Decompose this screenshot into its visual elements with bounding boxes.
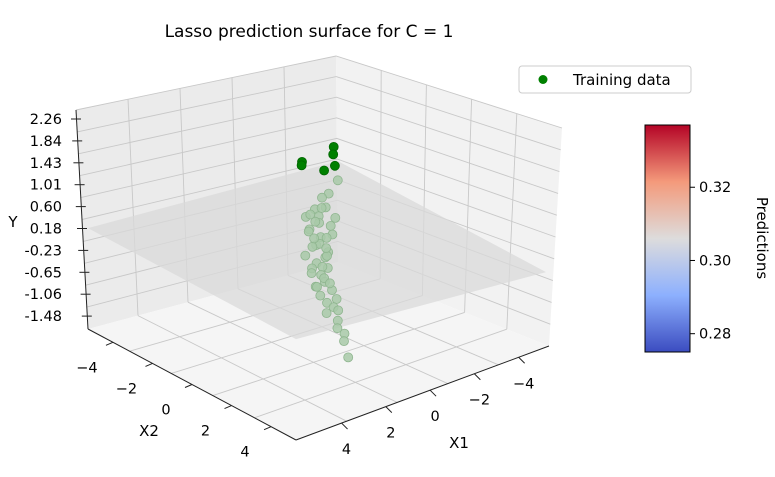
data-point [312, 281, 322, 292]
data-point [324, 278, 335, 289]
data-point [333, 305, 344, 316]
data-point [330, 212, 341, 223]
colorbar-label: Predictions [753, 197, 771, 280]
z-tick-label: 0.60 [30, 200, 62, 216]
legend-label: Training data [572, 71, 671, 89]
data-point [332, 323, 343, 334]
z-tick-label: -0.23 [24, 243, 62, 259]
x2-axis-label: X2 [139, 422, 159, 440]
x1-tick-label: 2 [386, 426, 395, 442]
legend-box [518, 65, 692, 94]
data-point [309, 233, 320, 244]
grid-line [79, 117, 559, 194]
data-point [306, 268, 317, 279]
grid-line [80, 137, 557, 216]
legend-marker [538, 75, 548, 84]
x2-tick-label: 2 [201, 424, 210, 440]
x1-tick-label: 4 [342, 442, 351, 458]
x1-axis-label: X1 [449, 434, 469, 452]
x1-axis-line [295, 345, 550, 441]
floor-pane [88, 262, 549, 440]
grid-line [77, 76, 561, 151]
x2-tick [145, 362, 153, 367]
x2-tick-label: 4 [240, 445, 249, 461]
x2-tick [263, 426, 272, 431]
z-tick-label: 2.26 [30, 112, 62, 128]
x2-tick-label: 0 [161, 403, 170, 419]
grid-line [212, 311, 465, 397]
data-point [310, 216, 321, 227]
chart-title: Lasso prediction surface for C = 1 [165, 22, 454, 42]
data-point [332, 175, 343, 186]
data-point [305, 209, 316, 220]
colorbar: 0.32 0.30 0.28 Predictions [644, 124, 771, 353]
grid-line [254, 328, 507, 419]
grid-line [78, 96, 560, 173]
x2-tick [184, 384, 193, 388]
data-point [303, 226, 314, 237]
data-point [329, 160, 340, 171]
data-point [343, 352, 354, 363]
colorbar-gradient [644, 124, 691, 353]
x1-tick [341, 422, 348, 430]
data-point [307, 241, 318, 252]
z-tick-label: 0.18 [30, 222, 62, 238]
data-point [319, 165, 330, 176]
x1-tick [385, 406, 393, 413]
data-point [316, 203, 327, 213]
data-point [317, 261, 328, 272]
x2-tick [224, 405, 232, 410]
z-tick-label: 1.43 [30, 156, 62, 172]
data-point [296, 160, 307, 171]
data-point [315, 290, 326, 301]
colorbar-ticks: 0.32 0.30 0.28 [690, 180, 731, 343]
z-tick-label: 1.84 [30, 134, 62, 150]
legend: Training data [518, 65, 692, 94]
z-axis-line [75, 109, 89, 330]
data-point [331, 294, 342, 304]
x2-tick-label: −4 [76, 360, 97, 376]
x1-tick [474, 373, 481, 381]
grid-line [187, 301, 398, 403]
data-point [328, 149, 339, 160]
colorbar-tick-label: 0.32 [699, 180, 731, 196]
grid-line [137, 315, 347, 422]
training-data-points [296, 141, 354, 363]
prediction-surface [88, 161, 546, 340]
colorbar-tick-label: 0.28 [699, 327, 731, 343]
z-tick-label: -1.06 [24, 287, 62, 303]
z-tick-label: 1.01 [30, 178, 62, 194]
x1-tick [429, 389, 437, 397]
x2-tick-label: −2 [116, 381, 137, 397]
data-point [300, 250, 311, 261]
z-tick-label: -1.48 [24, 309, 62, 325]
data-point [339, 336, 349, 347]
x1-tick [518, 356, 525, 364]
grid-line [81, 158, 556, 238]
x1-tick-label: −2 [469, 393, 490, 409]
x2-tick [105, 341, 114, 346]
z-tick-label: -0.65 [24, 265, 62, 281]
data-point [321, 243, 332, 254]
colorbar-tick-label: 0.30 [699, 253, 731, 269]
grid-line [75, 55, 563, 129]
x1-tick-label: 0 [430, 409, 439, 425]
data-point [325, 220, 336, 231]
surface-plane [88, 161, 546, 340]
data-point [321, 308, 332, 319]
data-point [321, 232, 332, 243]
z-axis-label: Y [7, 213, 18, 231]
x1-tick-label: −4 [513, 376, 534, 392]
data-point [317, 192, 327, 203]
